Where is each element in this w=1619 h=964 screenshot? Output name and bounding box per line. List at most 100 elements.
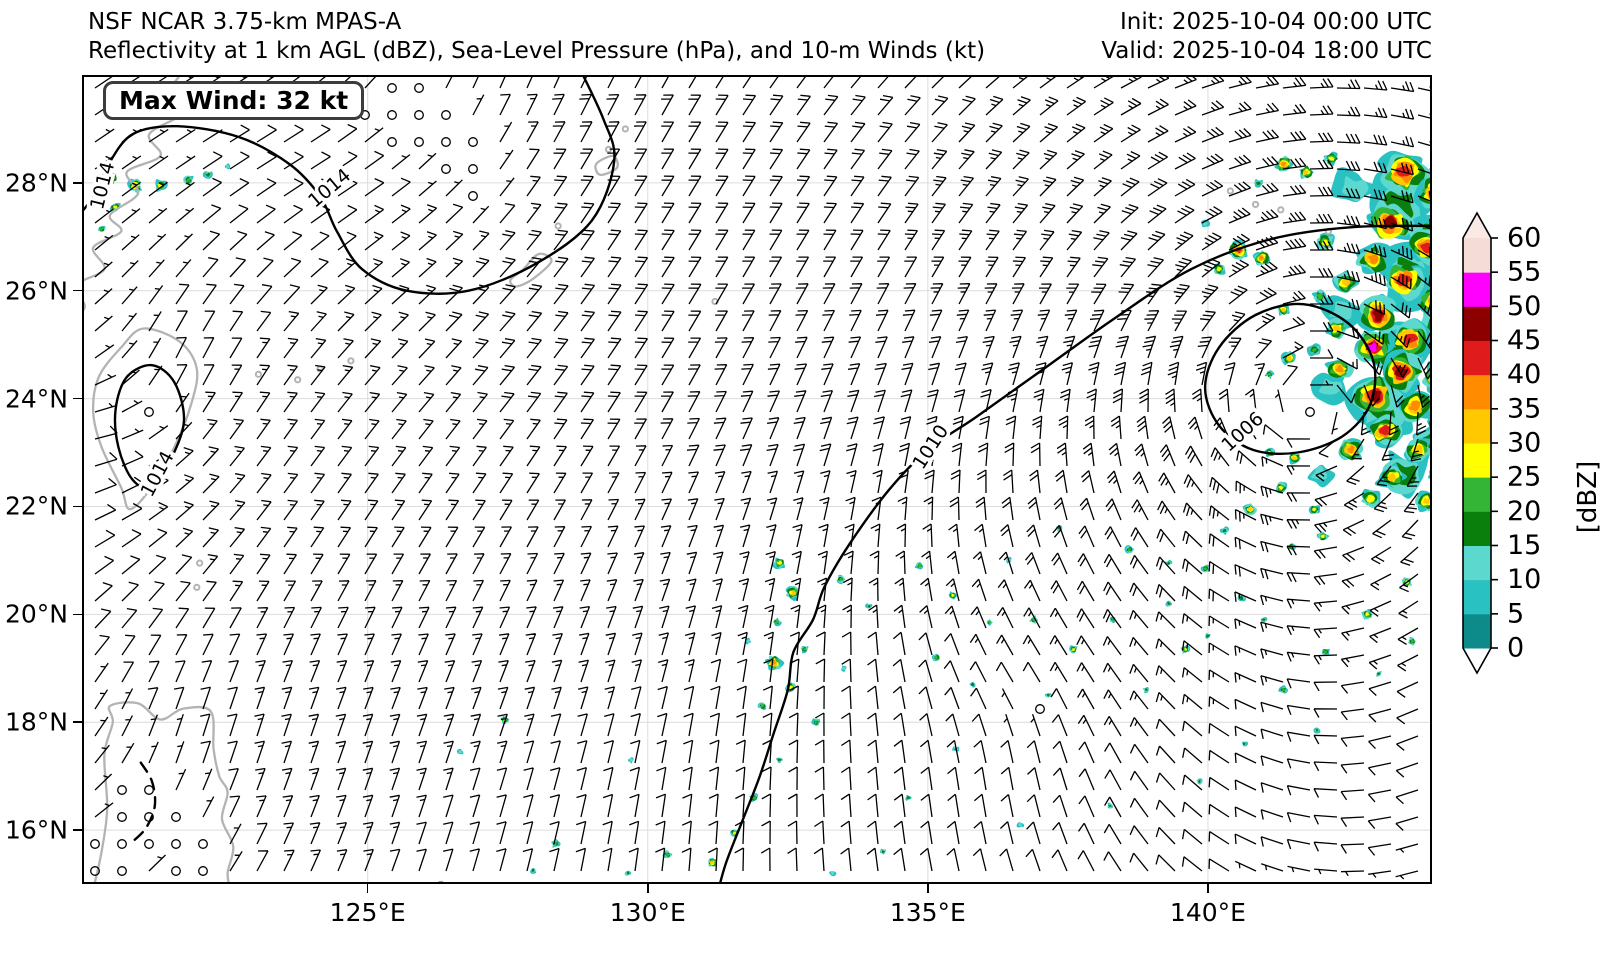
isobar-1006 [1203,302,1377,456]
wind-barb [817,550,828,575]
wind-barb [526,472,540,494]
wind-barb [659,578,671,602]
wind-barb [283,178,304,197]
wind-barb [1286,519,1311,529]
wind-barb [1208,588,1230,602]
wind-barb [1228,285,1248,305]
wind-barb [841,631,852,656]
wind-barb [576,793,587,818]
wind-barb [1089,309,1105,332]
wind-barb [1155,691,1176,710]
wind-barb [1286,811,1311,823]
wind-barb [766,443,779,467]
wind-barb [283,606,296,629]
y-tick-label: 18°N [4,707,68,737]
wind-barb [1052,524,1068,548]
wind-barb [1115,335,1130,359]
wind-barb [1417,384,1431,408]
wind-barb [445,365,462,386]
wind-barb [1012,96,1031,116]
wind-barb [281,740,293,764]
wind-barb [764,604,775,629]
y-tick-mark [73,397,82,400]
wind-barb [893,793,906,818]
wind-barb [1260,513,1284,526]
wind-barb [1314,868,1338,875]
wind-barb [202,337,215,359]
wind-barb [256,337,271,359]
wind-barb [552,632,563,656]
wind-barb [1078,525,1095,548]
wind-barb [391,391,408,413]
wind-barb [926,415,938,440]
wind-barb [634,229,648,251]
wind-barb [580,229,595,251]
wind-barb [229,526,246,548]
x-tick-mark [647,884,649,893]
wind-barb [661,94,674,116]
wind-barb [815,658,826,683]
wind-barb [1208,722,1230,737]
wind-barb [1255,182,1279,197]
wind-barb [766,497,778,521]
wind-barb [946,739,960,764]
wind-barb [1369,600,1392,617]
wind-barb [1056,442,1068,467]
wind-barb [256,231,275,251]
wind-barb [929,309,943,332]
wind-barb [175,527,194,548]
wind-barb [661,337,675,359]
wind-barb [575,847,587,872]
wind-barb [1181,856,1203,872]
wind-barb [1340,654,1365,668]
wind-barb [310,580,323,602]
wind-barb [1286,438,1311,448]
wind-barb [310,311,327,332]
reflectivity-cell [841,666,846,671]
wind-barb [229,178,250,197]
wind-barb [229,418,245,440]
calm-wind-circle [1035,704,1045,714]
wind-barb [769,94,784,116]
wind-barb [229,445,245,467]
wind-barb [931,256,945,278]
wind-barb [1147,230,1166,251]
wind-barb [957,283,971,305]
wind-barb [442,848,454,872]
wind-barb [712,578,723,602]
wind-barb [175,128,196,143]
wind-barb [310,606,322,629]
wind-barb [998,551,1014,575]
wind-barb [970,687,987,710]
wind-barb [391,553,405,575]
wind-barb [1066,96,1086,116]
wind-barb [687,391,701,413]
wind-barb [526,337,542,359]
reflectivity-cell [1303,170,1309,175]
wind-barb [472,526,486,548]
wind-barb [364,472,379,494]
wind-barb [1174,99,1197,116]
wind-barb [1077,688,1095,710]
wind-barb [472,472,487,494]
colorbar-tick-label: 50 [1507,291,1541,322]
wind-barb [877,175,892,197]
wind-barb [526,579,538,602]
reflectivity-cell [1320,534,1325,539]
wind-barb [283,418,298,440]
wind-barb [904,148,920,170]
wind-barb [1228,101,1252,116]
wind-barb [1340,870,1365,877]
isobar-label: 1010 [908,421,953,474]
wind-barb [1208,858,1230,872]
reflectivity-cell [113,205,118,209]
wind-barb [1120,177,1140,197]
wind-barb [580,552,592,575]
reflectivity-cell [1335,364,1344,373]
wind-barb [1360,411,1371,436]
wind-barb [1077,714,1095,737]
wind-barb [337,445,353,467]
y-tick-mark [73,505,82,508]
wind-barb [1063,335,1076,359]
reflectivity-cell [1127,548,1132,552]
